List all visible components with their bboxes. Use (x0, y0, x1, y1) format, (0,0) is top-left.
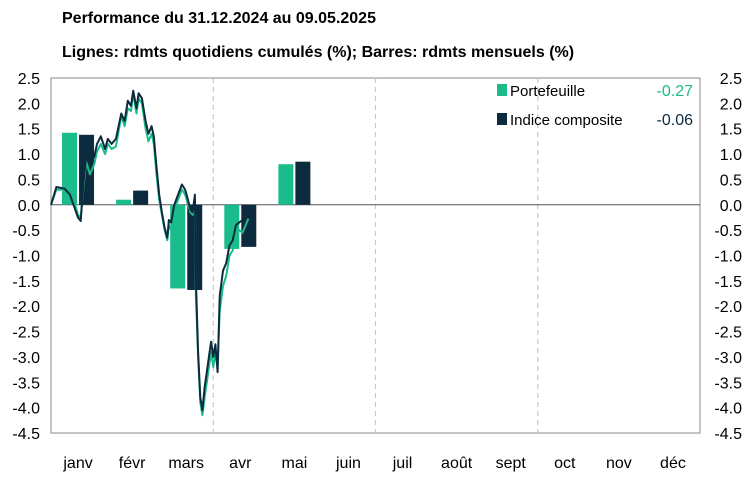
bar-portefeuille (278, 164, 294, 205)
y-tick-label-left: -3.0 (12, 350, 40, 367)
y-tick-label-left: 1.5 (18, 122, 40, 139)
x-tick-label: janv (62, 455, 92, 472)
x-tick-label: sept (496, 455, 527, 472)
y-tick-label-left: 2.5 (18, 71, 40, 88)
x-tick-label: févr (119, 455, 146, 472)
y-tick-label-right: -2.5 (714, 325, 742, 342)
y-tick-label-left: -4.5 (12, 426, 40, 443)
y-tick-label-right: 1.5 (720, 122, 742, 139)
x-tick-label: août (441, 455, 473, 472)
y-tick-label-right: 0.5 (720, 172, 742, 189)
y-tick-label-right: -4.5 (714, 426, 742, 443)
y-tick-label-left: -2.0 (12, 299, 40, 316)
x-tick-label: mai (281, 455, 307, 472)
x-tick-label: juin (335, 455, 361, 472)
bar-indice-composite (133, 190, 149, 205)
line-indice-composite (50, 89, 250, 412)
x-tick-label: nov (606, 455, 632, 472)
bar-portefeuille (170, 204, 186, 289)
y-tick-label-right: -4.0 (714, 401, 742, 418)
x-tick-label: avr (229, 455, 252, 472)
legend-swatch-indice-composite (497, 113, 507, 125)
legend-value-indice-composite: -0.06 (657, 112, 694, 129)
y-tick-label-left: 2.0 (18, 96, 40, 113)
y-tick-label-left: -2.5 (12, 325, 40, 342)
y-tick-label-right: 2.5 (720, 71, 742, 88)
y-tick-label-left: -1.5 (12, 274, 40, 291)
x-tick-label: juil (392, 455, 413, 472)
bar-portefeuille (62, 132, 78, 205)
legend-label-indice-composite: Indice composite (510, 112, 623, 129)
y-tick-label-right: -3.0 (714, 350, 742, 367)
y-tick-label-left: -4.0 (12, 401, 40, 418)
y-tick-label-left: -3.5 (12, 375, 40, 392)
y-tick-label-left: 0.5 (18, 172, 40, 189)
y-tick-label-right: -3.5 (714, 375, 742, 392)
chart-subtitle: Lignes: rdmts quotidiens cumulés (%); Ba… (62, 44, 575, 61)
y-tick-label-left: 0.0 (18, 198, 40, 215)
x-tick-label: oct (554, 455, 576, 472)
legend-swatch-portefeuille (497, 84, 507, 96)
bar-indice-composite (295, 161, 311, 205)
x-tick-label: déc (660, 455, 686, 472)
y-tick-label-left: -0.5 (12, 223, 40, 240)
chart-title: Performance du 31.12.2024 au 09.05.2025 (62, 10, 376, 27)
legend: Portefeuille -0.27 Indice composite -0.06 (497, 83, 693, 129)
y-tick-label-right: -1.5 (714, 274, 742, 291)
bar-indice-composite (241, 204, 257, 247)
y-tick-label-right: 0.0 (720, 198, 742, 215)
y-tick-label-right: 2.0 (720, 96, 742, 113)
y-tick-label-right: -0.5 (714, 223, 742, 240)
y-tick-label-right: -1.0 (714, 249, 742, 266)
y-tick-label-right: 1.0 (720, 147, 742, 164)
y-tick-label-right: -2.0 (714, 299, 742, 316)
x-tick-label: mars (168, 455, 204, 472)
bar-portefeuille (116, 199, 132, 205)
legend-label-portefeuille: Portefeuille (510, 83, 585, 100)
legend-value-portefeuille: -0.27 (657, 83, 694, 100)
y-tick-label-left: -1.0 (12, 249, 40, 266)
y-tick-label-left: 1.0 (18, 147, 40, 164)
